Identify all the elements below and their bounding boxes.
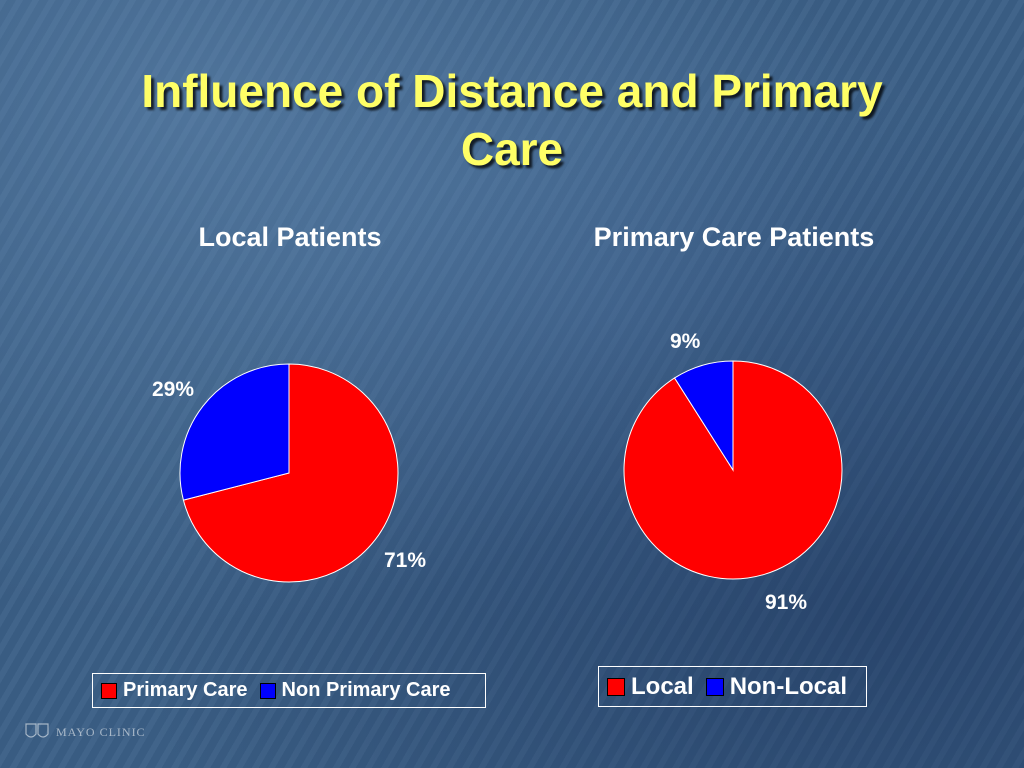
legend-primary-care-patients: Local Non-Local [598, 666, 867, 707]
legend-item-non-primary-care: Non Primary Care [259, 679, 451, 702]
legend-label: Non Primary Care [281, 679, 451, 701]
legend-item-non-local: Non-Local [705, 672, 848, 701]
pie-primary-care-patients [623, 360, 843, 580]
pie-slice-non-local [673, 360, 734, 472]
pie-local-patients [179, 363, 399, 583]
chart-title-primary-care-patients: Primary Care Patients [593, 222, 875, 252]
chart-title-local-patients: Local Patients [198, 222, 382, 252]
legend-swatch-red [607, 677, 625, 696]
pie-slice-primary-care [182, 363, 399, 583]
data-label-local: 91% [765, 591, 808, 614]
slide-title-line1: Influence of Distance and Primary [141, 65, 883, 117]
pie-slice-non-primary-care [179, 363, 290, 501]
logo-text: MAYO CLINIC [56, 724, 146, 739]
legend-local-patients: Primary Care Non Primary Care [92, 673, 486, 708]
data-label-non-primary-care: 29% [152, 378, 195, 401]
legend-label: Primary Care [123, 679, 248, 701]
legend-label: Local [631, 672, 694, 700]
data-label-non-local: 9% [670, 330, 701, 353]
legend-label: Non-Local [729, 672, 848, 700]
data-label-primary-care: 71% [384, 549, 427, 572]
legend-item-primary-care: Primary Care [101, 679, 248, 702]
legend-swatch-blue [705, 677, 724, 696]
mayo-clinic-logo: MAYO CLINIC [24, 722, 146, 742]
legend-swatch-blue [259, 682, 276, 699]
legend-item-local: Local [607, 673, 694, 701]
slide-title-line2: Care [460, 123, 564, 175]
legend-swatch-red [101, 682, 117, 699]
mayo-shield-icon [25, 723, 49, 738]
slide-title: Influence of Distance and Primary Care [0, 62, 1024, 178]
